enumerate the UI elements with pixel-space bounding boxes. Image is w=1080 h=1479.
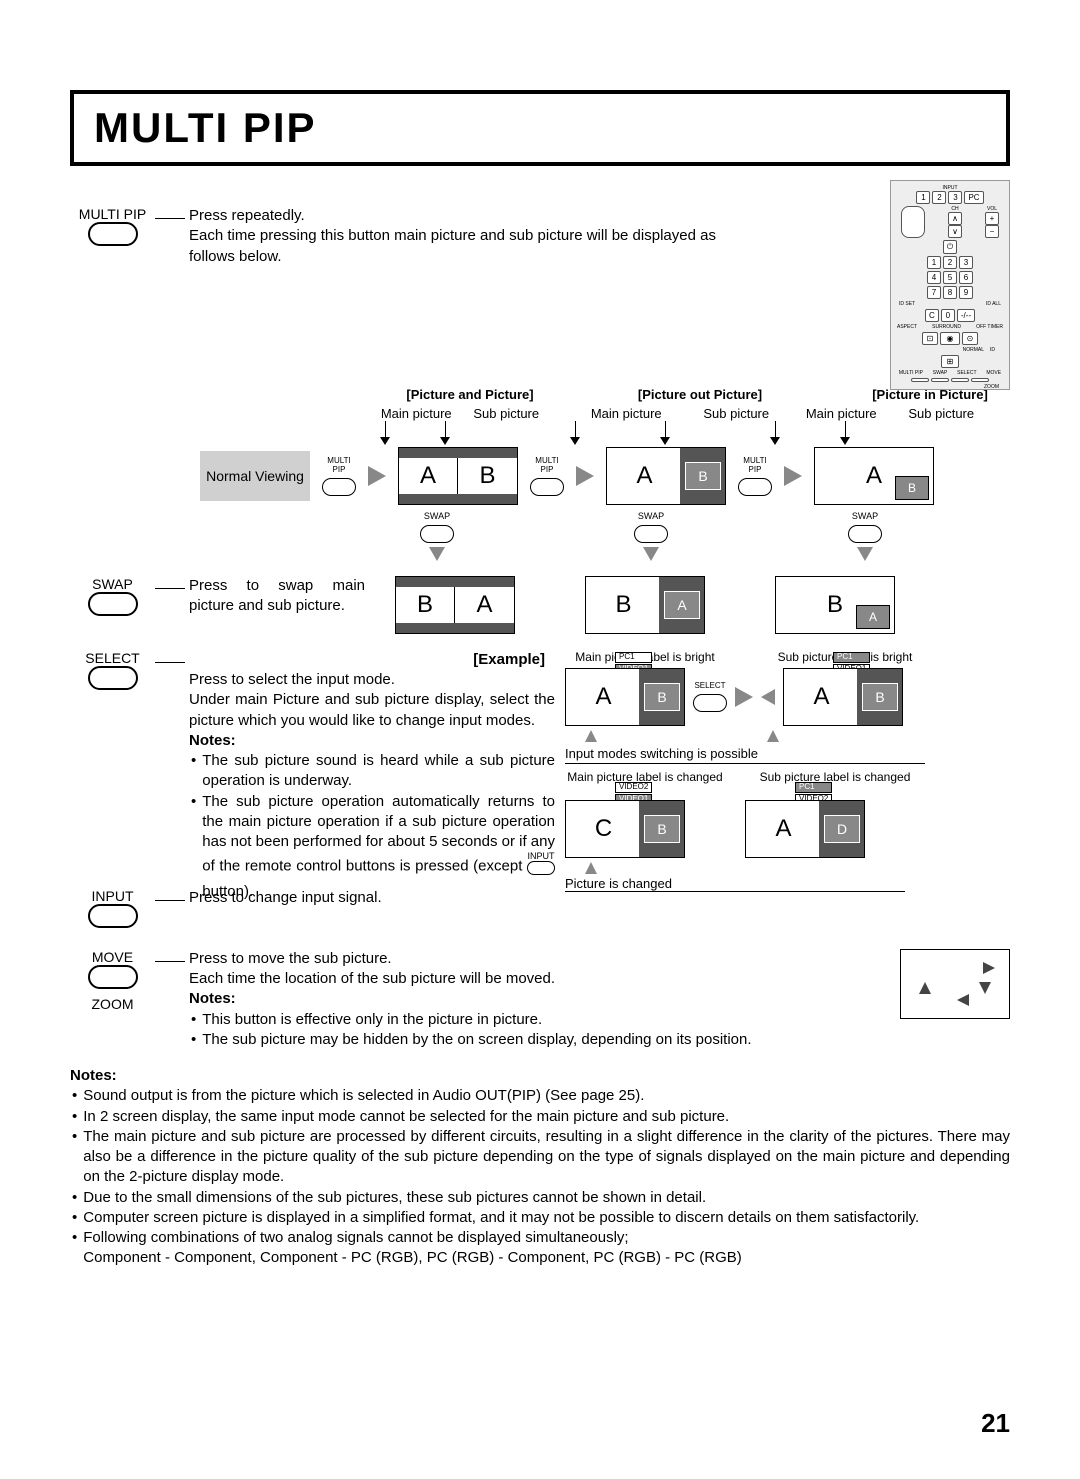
swap-text: Press to swap main picture and sub pictu… [185, 576, 365, 617]
pip-screen-ab: A B [814, 447, 934, 505]
select-text1: Press to select the input mode. [189, 670, 555, 690]
input-button-icon [88, 904, 138, 928]
move-label: MOVE [70, 949, 155, 965]
input-label: INPUT [70, 888, 155, 904]
select-note1: The sub picture sound is heard while a s… [202, 751, 555, 792]
multi-pip-text1: Press repeatedly. [189, 206, 725, 226]
move-button-icon [88, 965, 138, 989]
normal-viewing-box: Normal Viewing [200, 451, 310, 501]
example-heading: [Example] [189, 650, 555, 670]
pop-screen-ab: A B [606, 447, 726, 505]
multi-pip-small-icon [322, 478, 356, 496]
example-sub-bright: A B [783, 668, 903, 726]
pip-screen-ba: B A [775, 576, 895, 634]
example-sub-changed: A D [745, 800, 865, 858]
remote-control-diagram: INPUT 1 2 3 PC CH ∧ ∨ VOL + − ⏻ 1 2 3 4 … [890, 180, 1010, 390]
select-button-icon [88, 666, 138, 690]
input-switch-text: Input modes switching is possible [565, 746, 1010, 761]
pop-header: [Picture out Picture] [620, 387, 780, 402]
select-text2: Under main Picture and sub picture displ… [189, 690, 555, 731]
input-text: Press to change input signal. [185, 888, 382, 908]
pic-changed-text: Picture is changed [565, 876, 1010, 891]
multi-pip-text2: Each time pressing this button main pict… [189, 226, 725, 267]
move-note2: The sub picture may be hidden by the on … [202, 1030, 900, 1050]
select-section: SELECT [Example] Press to select the inp… [70, 650, 1010, 902]
multi-pip-label: MULTI PIP [70, 206, 155, 222]
example-main-bright: A B [565, 668, 685, 726]
pap-screen-ab: A B [398, 447, 518, 505]
page-title-box: MULTI PIP [70, 90, 1010, 166]
input-oval-icon [901, 206, 925, 238]
select-label: SELECT [70, 650, 155, 666]
input-inline-button-icon [527, 861, 555, 875]
pap-header: [Picture and Picture] [390, 387, 550, 402]
pap-screen-ba: B A [395, 576, 515, 634]
multi-pip-section: MULTI PIP Press repeatedly. Each time pr… [70, 206, 1010, 267]
multi-pip-button-icon [88, 222, 138, 246]
move-note1: This button is effective only in the pic… [202, 1010, 900, 1030]
example-main-changed: C B [565, 800, 685, 858]
select-note2a: The sub picture operation automatically … [202, 793, 555, 875]
swap-section: SWAP Press to swap main picture and sub … [70, 576, 1010, 634]
zoom-label: ZOOM [70, 996, 155, 1012]
bottom-notes: Notes: Sound output is from the picture … [70, 1066, 1010, 1269]
mode-diagram: [Picture and Picture] [Picture out Pictu… [70, 387, 1010, 561]
page-number: 21 [981, 1408, 1010, 1439]
move-direction-diagram [900, 949, 1010, 1019]
swap-button-icon [88, 592, 138, 616]
move-text2: Each time the location of the sub pictur… [189, 969, 900, 989]
swap-label: SWAP [70, 576, 155, 592]
pop-screen-ba: B A [585, 576, 705, 634]
move-text1: Press to move the sub picture. [189, 949, 900, 969]
move-section: MOVE ZOOM Press to move the sub picture.… [70, 949, 1010, 1050]
page-title: MULTI PIP [94, 104, 986, 152]
